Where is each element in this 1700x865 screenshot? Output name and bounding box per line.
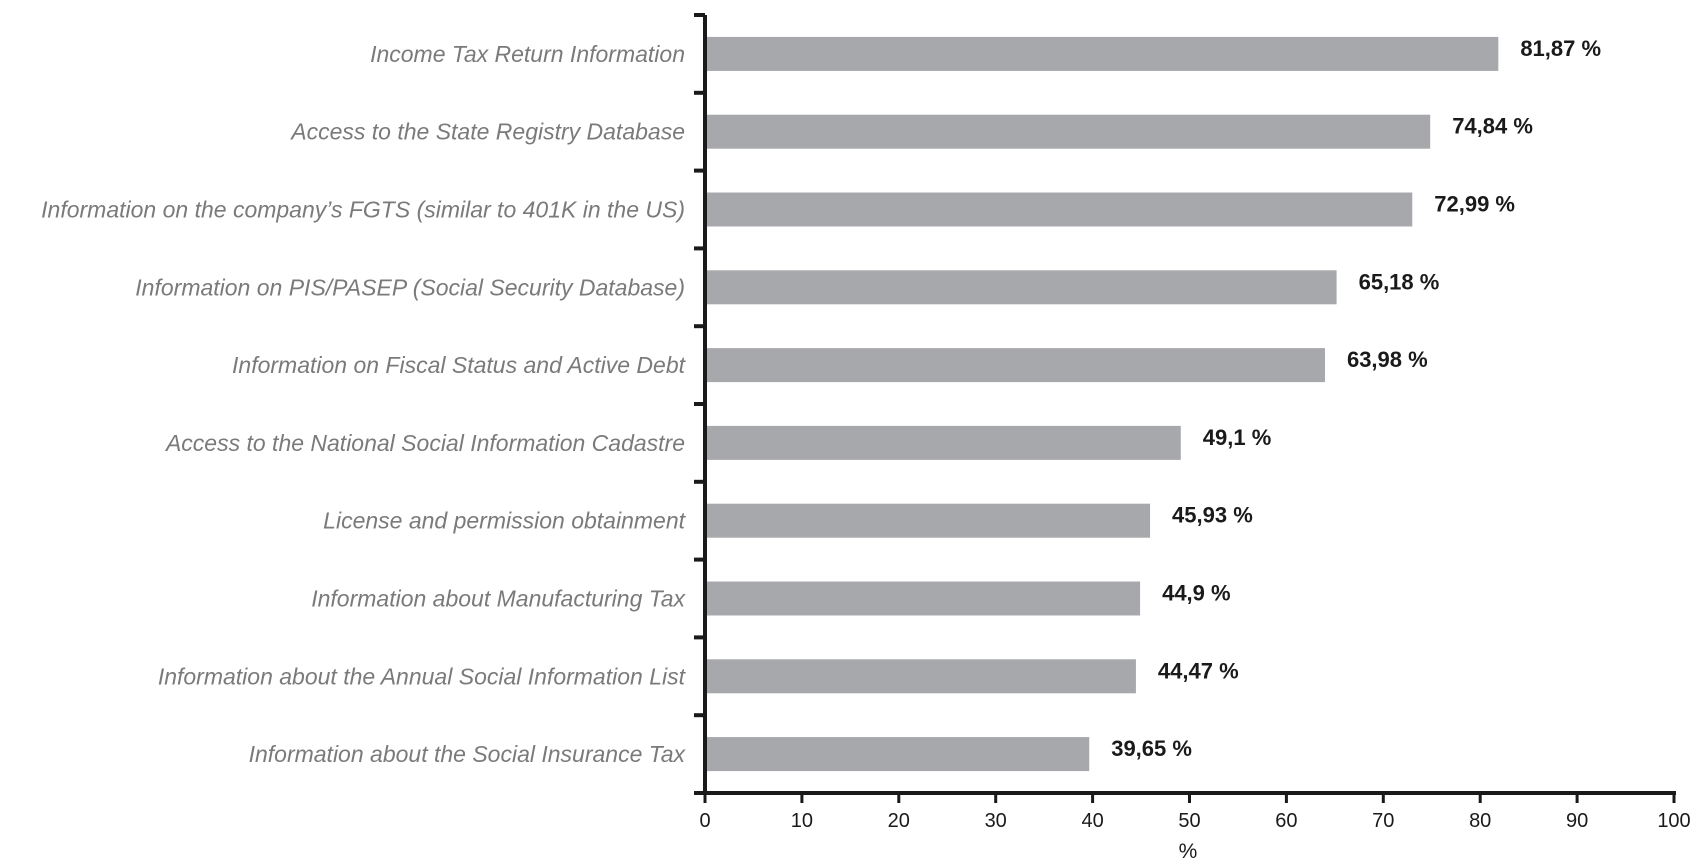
data-label: 74,84 % bbox=[1452, 114, 1533, 139]
data-label: 65,18 % bbox=[1359, 269, 1440, 294]
x-tick-label: 40 bbox=[1081, 810, 1103, 832]
x-axis-title: % bbox=[1179, 840, 1198, 863]
data-label: 39,65 % bbox=[1111, 736, 1192, 761]
x-tick-label: 50 bbox=[1178, 810, 1200, 832]
category-label: Information on PIS/PASEP (Social Securit… bbox=[135, 274, 685, 300]
category-label: Information about the Annual Social Info… bbox=[158, 663, 687, 689]
category-label: Income Tax Return Information bbox=[370, 41, 685, 67]
bar bbox=[706, 114, 1431, 149]
bar bbox=[706, 581, 1141, 616]
x-tick-label: 0 bbox=[699, 810, 710, 832]
x-tick-label: 60 bbox=[1275, 810, 1297, 832]
data-label: 44,9 % bbox=[1162, 581, 1231, 606]
data-label: 72,99 % bbox=[1434, 192, 1515, 217]
data-label: 81,87 % bbox=[1520, 36, 1601, 61]
data-label: 63,98 % bbox=[1347, 347, 1428, 372]
category-labels: Income Tax Return Information Access to t… bbox=[41, 41, 686, 767]
x-tick-label: 30 bbox=[985, 810, 1007, 832]
bar bbox=[706, 36, 1499, 71]
x-tick-label: 10 bbox=[791, 810, 813, 832]
category-label: Information on Fiscal Status and Active … bbox=[232, 352, 687, 378]
bar bbox=[706, 503, 1151, 538]
data-label: 45,93 % bbox=[1172, 503, 1253, 528]
axes bbox=[694, 13, 1676, 803]
x-tick-label: 80 bbox=[1469, 810, 1491, 832]
bar bbox=[706, 192, 1413, 227]
value-labels: 81,87 % 74,84 % 72,99 % 65,18 % 63,98 % 49,1 … bbox=[1111, 36, 1601, 761]
data-label: 49,1 % bbox=[1203, 425, 1272, 450]
category-label: Access to the State Registry Database bbox=[289, 119, 685, 145]
x-tick-labels: 0 10 20 30 40 50 60 70 80 90 100 bbox=[699, 810, 1690, 832]
category-label: Information about the Social Insurance T… bbox=[249, 741, 687, 767]
x-tick-label: 70 bbox=[1372, 810, 1394, 832]
category-label: Information about Manufacturing Tax bbox=[311, 586, 686, 612]
bar bbox=[706, 425, 1181, 460]
bar bbox=[706, 659, 1136, 694]
data-label: 44,47 % bbox=[1158, 658, 1239, 683]
bars-group bbox=[706, 36, 1499, 772]
bar bbox=[706, 737, 1090, 772]
category-label: License and permission obtainment bbox=[323, 508, 686, 534]
bar bbox=[706, 348, 1325, 383]
x-tick-label: 100 bbox=[1657, 810, 1690, 832]
x-tick-label: 20 bbox=[888, 810, 910, 832]
x-tick-label: 90 bbox=[1566, 810, 1588, 832]
bar bbox=[706, 270, 1337, 305]
category-label: Information on the company’s FGTS (simil… bbox=[41, 197, 685, 223]
category-label: Access to the National Social Informatio… bbox=[164, 430, 685, 456]
